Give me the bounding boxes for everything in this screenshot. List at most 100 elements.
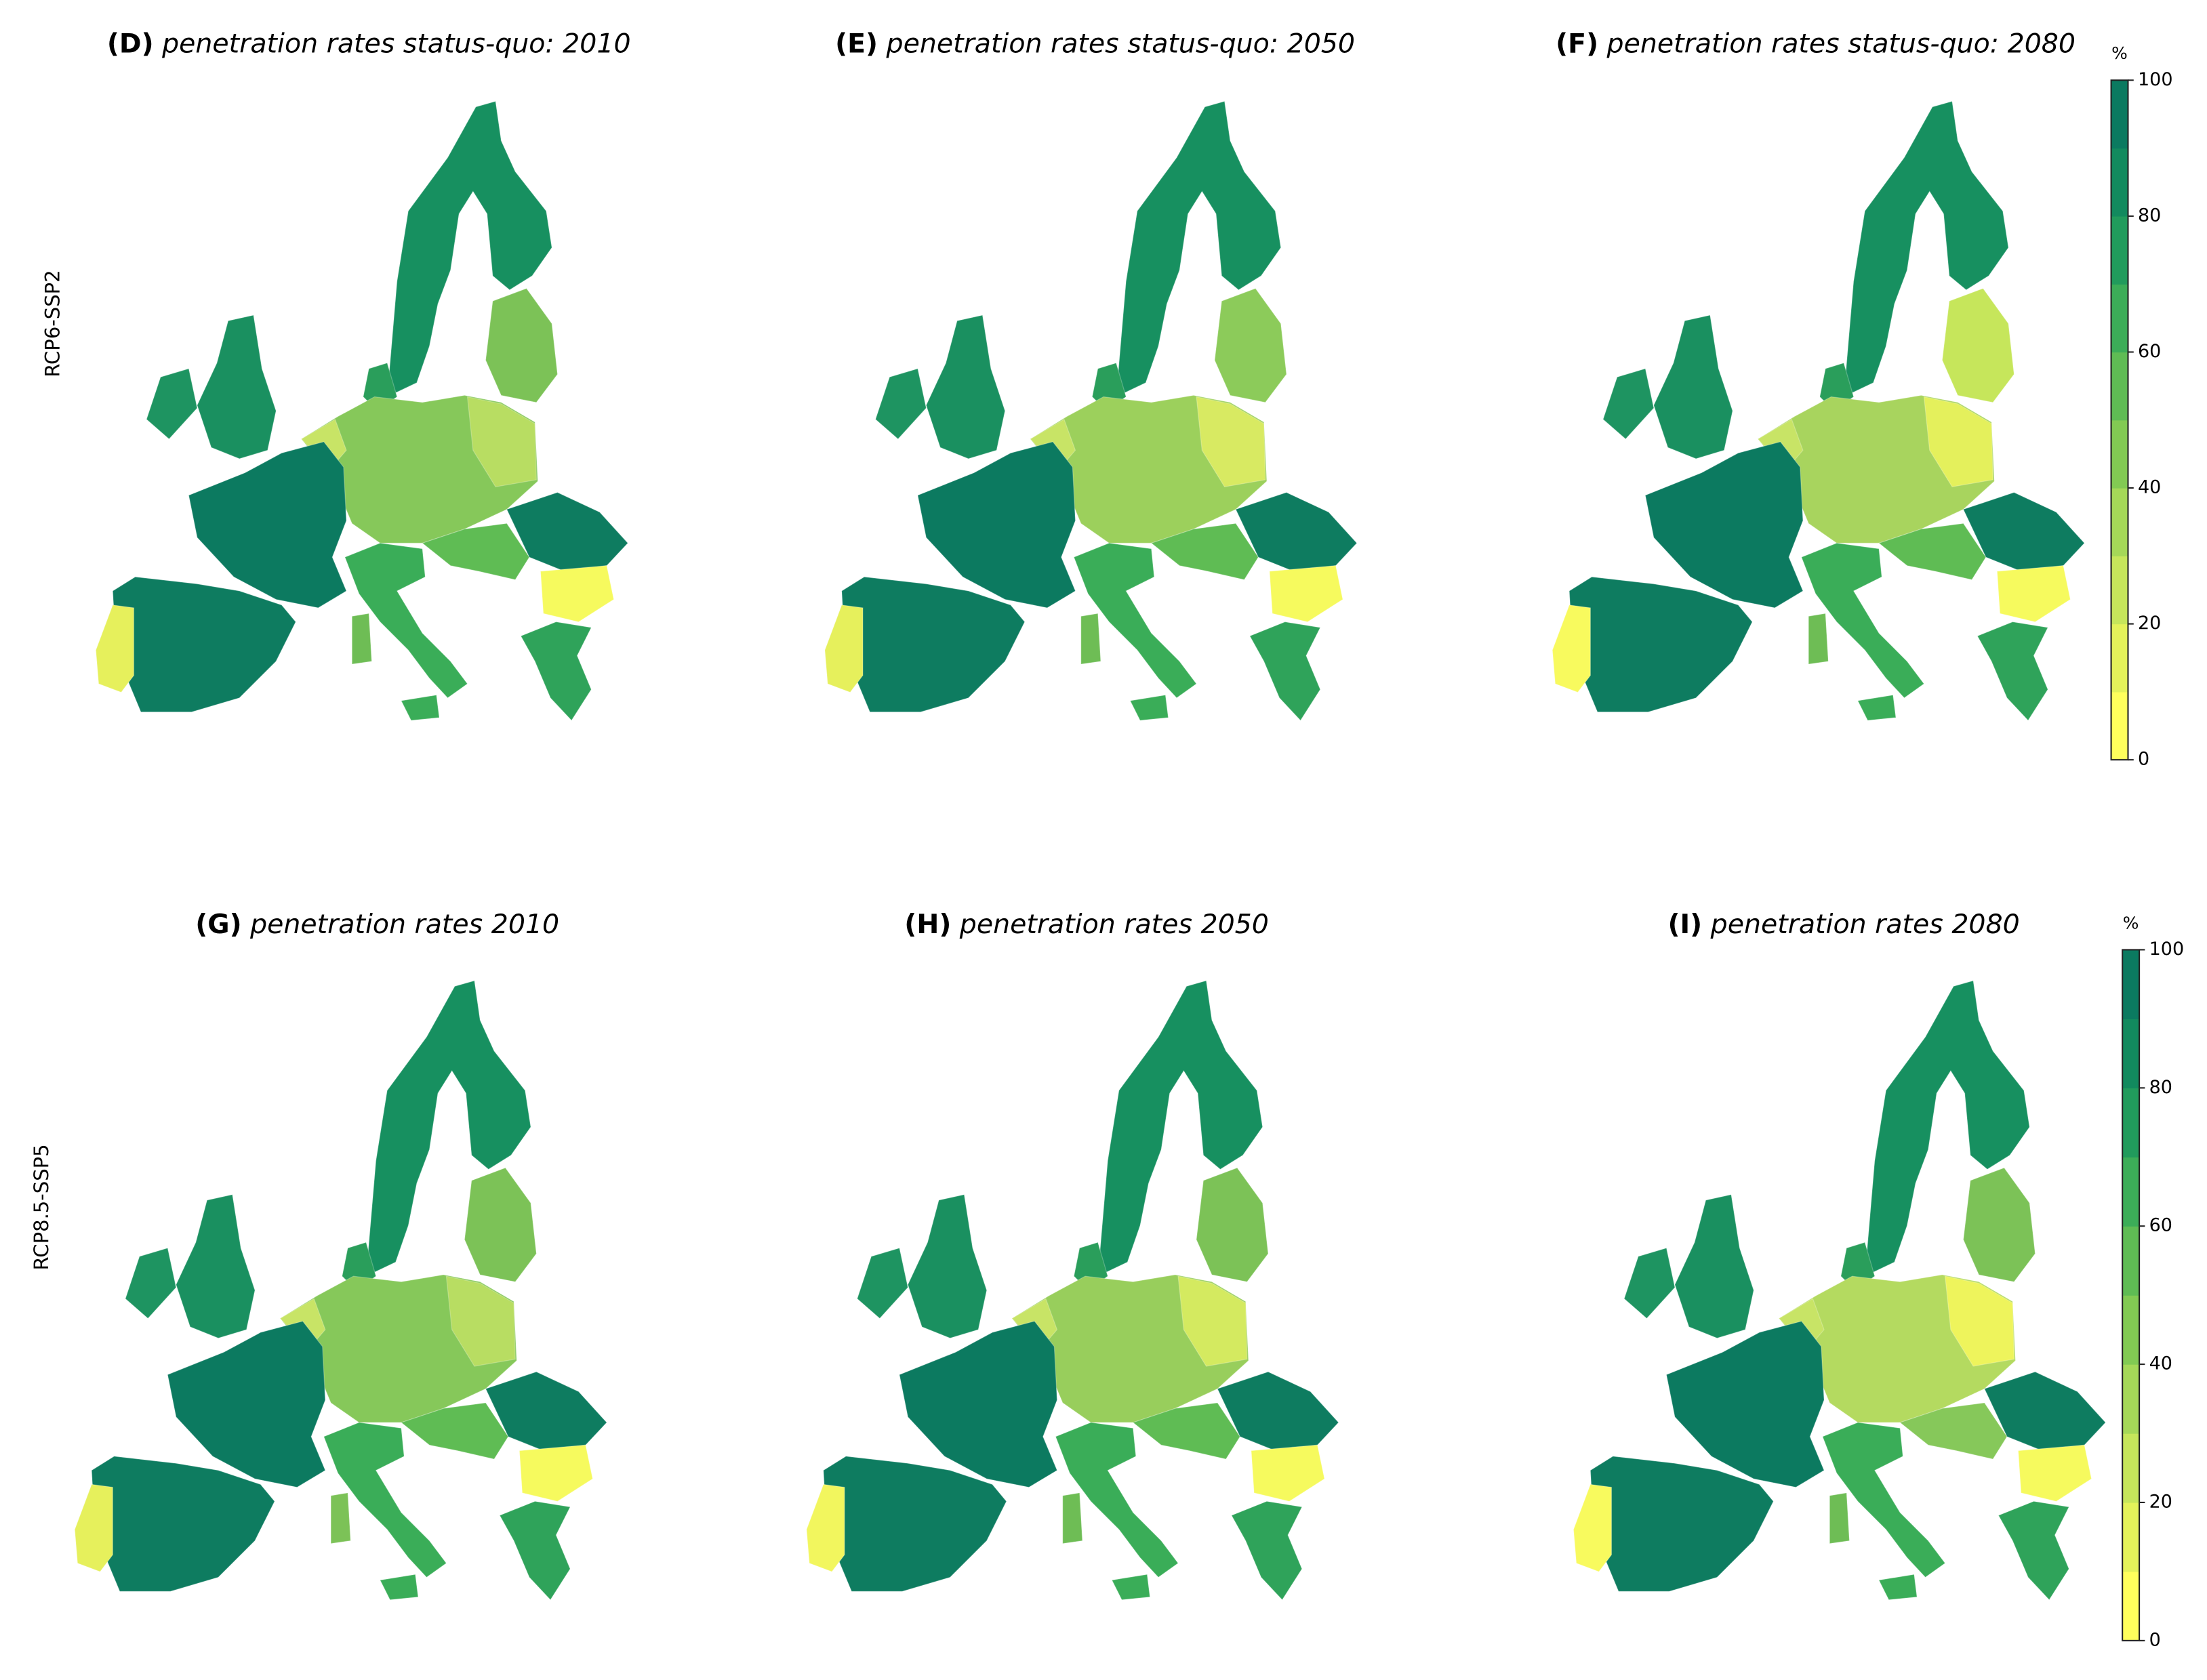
colorbar-unit: % [2123, 913, 2139, 933]
region [1129, 694, 1169, 721]
region [907, 1193, 988, 1339]
region [1899, 1402, 2008, 1460]
region [841, 576, 1026, 713]
region [1062, 1492, 1083, 1544]
region [485, 1371, 607, 1452]
region [1269, 565, 1343, 623]
region [1944, 1275, 2014, 1367]
colorbar-tick-label: 40 [2138, 477, 2161, 498]
region [1115, 100, 1282, 398]
map-panel [74, 980, 607, 1601]
panel-label: (E) [835, 28, 878, 59]
region [1097, 980, 1263, 1277]
region [176, 1193, 256, 1339]
region [520, 621, 592, 722]
region [1923, 396, 1993, 488]
region [1080, 613, 1101, 665]
panel-text: penetration rates status-quo: 2050 [886, 28, 1355, 59]
colorbar-tick-label: 20 [2149, 1491, 2172, 1512]
panel-title: (D) penetration rates status-quo: 2010 [107, 28, 631, 59]
colorbar-tick-label: 20 [2138, 613, 2161, 634]
colorbar-band [2122, 1502, 2140, 1572]
region [1829, 1492, 1850, 1544]
region [1857, 694, 1897, 721]
region [506, 492, 629, 572]
colorbar-tick-label: 40 [2149, 1353, 2172, 1374]
region [1235, 492, 1358, 572]
region [1864, 980, 2030, 1277]
colorbar-band [2122, 1364, 2140, 1434]
region [386, 100, 552, 398]
colorbar-band [2111, 80, 2128, 149]
panel-text: penetration rates 2080 [1710, 909, 2020, 940]
region [112, 576, 296, 713]
region [95, 605, 135, 693]
region [1962, 1167, 2036, 1283]
region [1822, 1422, 1946, 1578]
colorbar-tick-label: 60 [2138, 341, 2161, 362]
region [167, 1320, 326, 1488]
colorbar-tick-label: 100 [2149, 939, 2185, 960]
region [1073, 542, 1197, 699]
colorbar-band [2111, 148, 2128, 217]
region [1111, 1574, 1151, 1601]
region [1177, 1275, 1248, 1367]
region [856, 1247, 909, 1319]
colorbar-band [2122, 1157, 2140, 1227]
region [146, 368, 198, 440]
region [1998, 1500, 2070, 1601]
region [1150, 523, 1259, 581]
panel-label: (F) [1556, 28, 1598, 59]
panel-label: (G) [195, 909, 241, 940]
region [344, 542, 468, 699]
region [351, 613, 373, 665]
colorbar-band [2111, 419, 2128, 489]
region [1196, 1167, 1269, 1283]
colorbar-band [2111, 216, 2128, 285]
region [1602, 368, 1655, 440]
colorbar-tick-label: 100 [2138, 69, 2173, 90]
region [1962, 492, 2085, 572]
region [1941, 287, 2014, 403]
region [1552, 605, 1591, 693]
region [74, 1483, 113, 1572]
region [899, 1320, 1058, 1488]
colorbar-unit: % [2111, 43, 2128, 63]
colorbar-band [2122, 1226, 2140, 1296]
region [874, 368, 927, 440]
row-label: RCP8.5-SSP5 [30, 1144, 53, 1270]
map-panel [806, 980, 1339, 1601]
region [400, 1402, 509, 1460]
colorbar-band [2111, 556, 2128, 625]
panel-text: penetration rates 2010 [249, 909, 559, 940]
region [1132, 1402, 1241, 1460]
colorbar-frame [2110, 79, 2129, 761]
region [197, 314, 277, 459]
region [824, 605, 864, 693]
region [421, 523, 530, 581]
region [401, 694, 440, 721]
region [806, 1483, 845, 1572]
region [925, 314, 1006, 459]
region [1977, 621, 2049, 722]
region [365, 980, 531, 1277]
map-panel [1573, 980, 2107, 1601]
region [445, 1275, 516, 1367]
colorbar-band [2111, 284, 2128, 353]
region [1843, 100, 2009, 398]
colorbar-band [2122, 1019, 2140, 1088]
map-panel [1552, 100, 2085, 722]
region [1573, 1483, 1613, 1572]
colorbar-band [2122, 1295, 2140, 1365]
region [1878, 523, 1987, 581]
colorbar-tick-label: 0 [2149, 1629, 2161, 1650]
colorbar-band [2111, 623, 2128, 693]
region [1055, 1422, 1179, 1578]
region [1674, 1193, 1754, 1339]
region [1996, 565, 2071, 623]
colorbar-band [2122, 1571, 2140, 1641]
colorbar-tick-label: 80 [2149, 1077, 2172, 1098]
colorbar-tick-label: 80 [2138, 205, 2161, 226]
panel-label: (D) [107, 28, 154, 59]
region [466, 396, 537, 488]
